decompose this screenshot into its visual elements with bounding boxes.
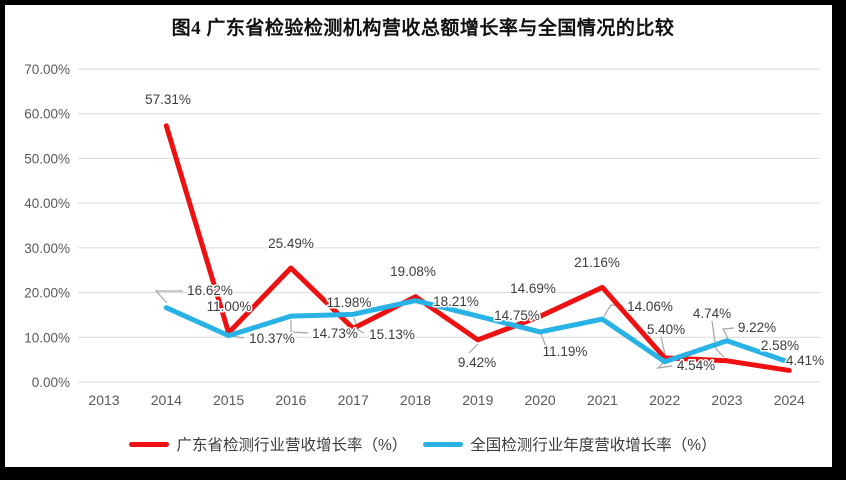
data-label: 11.00% — [207, 299, 252, 314]
data-label: 14.06% — [627, 299, 673, 314]
data-labels: 57.31% 11.00% 25.49% 11.98% 19.08% 9.42% 14.69… — [144, 91, 826, 375]
legend-label-national: 全国检测行业年度营收增长率（%） — [470, 437, 717, 454]
series-line-national — [163, 298, 792, 365]
data-label: 14.75% — [494, 308, 540, 323]
data-label-leader-line — [711, 320, 725, 358]
x-axis-tick-label: 2022 — [649, 392, 680, 408]
legend-line-red-icon — [129, 441, 170, 447]
x-axis-tick-label: 2016 — [275, 392, 306, 408]
chart-title: 图4 广东省检验检测机构营收总额增长率与全国情况的比较 — [171, 18, 675, 39]
data-label: 9.42% — [458, 355, 496, 370]
x-axis-tick-label: 2015 — [213, 392, 244, 408]
x-axis-tick-label: 2019 — [462, 392, 493, 408]
data-label: 25.49% — [268, 236, 314, 251]
data-label: 4.74% — [693, 306, 731, 321]
data-label: 57.31% — [145, 92, 191, 107]
x-axis-tick-label: 2013 — [88, 392, 119, 408]
y-axis-tick-label: 0.00% — [32, 375, 70, 390]
data-label-leader-line — [722, 327, 735, 339]
data-label: 19.08% — [390, 264, 436, 279]
x-axis-tick-label: 2023 — [711, 392, 742, 408]
x-axis-tick-label: 2014 — [151, 392, 182, 408]
series-line-guangdong — [163, 123, 792, 373]
y-axis-tick-label: 70.00% — [24, 62, 70, 77]
x-axis-tick-label: 2017 — [338, 392, 369, 408]
leader-lines — [154, 290, 735, 369]
data-label: 9.22% — [738, 320, 776, 335]
data-label: 4.54% — [677, 358, 715, 373]
x-axis-tick-label: 2018 — [400, 392, 431, 408]
data-label: 11.98% — [327, 295, 372, 310]
series-lines — [163, 123, 792, 373]
legend-line-blue-icon — [423, 441, 464, 447]
y-axis-tick-label: 60.00% — [24, 107, 70, 122]
y-axis-tick-label: 10.00% — [24, 330, 70, 345]
data-label-leader-line — [353, 317, 365, 334]
data-label: 16.62% — [187, 283, 233, 298]
y-axis-tick-label: 50.00% — [24, 151, 70, 166]
data-label: 4.41% — [786, 353, 824, 368]
gridlines — [78, 68, 820, 383]
data-label-leader-line — [540, 333, 552, 352]
y-axis-tick-label: 20.00% — [24, 286, 70, 301]
axis-labels: 70.00% 60.00% 50.00% 40.00% 30.00% 20.00% 10.0… — [24, 62, 805, 408]
data-label-leader-line — [154, 290, 183, 304]
legend-item-guangdong: 广东省检测行业营收增长率（%） — [129, 433, 407, 455]
data-label: 10.37% — [249, 331, 295, 346]
x-axis-tick-label: 2020 — [525, 392, 556, 408]
y-axis-tick-label: 40.00% — [24, 196, 70, 211]
data-label: 15.13% — [369, 327, 415, 342]
data-label: 5.40% — [647, 322, 685, 337]
data-label-leader-line — [656, 362, 673, 369]
legend-label-guangdong: 广东省检测行业营收增长率（%） — [176, 437, 408, 454]
data-label: 14.73% — [312, 326, 358, 341]
data-label: 14.69% — [510, 281, 556, 296]
data-label: 2.58% — [761, 338, 799, 353]
chart-background — [5, 5, 832, 467]
data-label: 11.19% — [543, 344, 588, 359]
data-label-leader-line — [660, 336, 666, 355]
data-label: 18.21% — [433, 294, 479, 309]
legend: 广东省检测行业营收增长率（%） 全国检测行业年度营收增长率（%） — [0, 433, 846, 455]
y-axis-tick-label: 30.00% — [24, 241, 70, 256]
data-label-leader-line — [468, 343, 479, 354]
x-axis-tick-label: 2021 — [587, 392, 618, 408]
data-label: 21.16% — [574, 255, 620, 270]
x-axis-tick-label: 2024 — [774, 392, 805, 408]
data-label-leader-line — [290, 320, 309, 334]
legend-item-national: 全国检测行业年度营收增长率（%） — [423, 433, 717, 455]
